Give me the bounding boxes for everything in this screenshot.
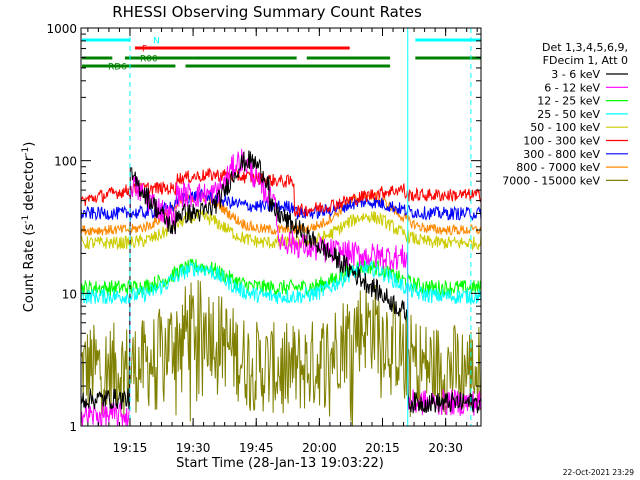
flag-label-2: R00 xyxy=(140,55,158,65)
y-axis: 1 10 100 1000 xyxy=(46,22,481,434)
y-label-part1: Count Rate (s xyxy=(22,224,37,313)
flag-label-4: RD6 xyxy=(108,63,127,73)
series-line-6 xyxy=(81,188,481,222)
x-axis: 19:15 19:30 19:45 20:00 20:15 20:30 xyxy=(87,28,478,455)
legend-label-1: 6 - 12 keV xyxy=(544,81,600,94)
chart-title: RHESSI Observing Summary Count Rates xyxy=(112,3,422,21)
series-layer xyxy=(81,149,481,426)
legend: Det 1,3,4,5,6,9, FDecim 1, Att 0 3 - 6 k… xyxy=(502,41,628,187)
series-line-7 xyxy=(81,189,481,237)
y-label-part2: detector xyxy=(22,155,37,215)
y-tick-label-2: 100 xyxy=(54,155,77,169)
legend-label-0: 3 - 6 keV xyxy=(551,68,600,81)
x-tick-label-3: 20:00 xyxy=(302,441,337,455)
y-label-part3: ) xyxy=(22,142,37,147)
y-tick-label-1: 10 xyxy=(62,287,77,301)
series-line-5 xyxy=(81,167,481,217)
x-tick-label-4: 20:15 xyxy=(365,441,400,455)
legend-label-4: 50 - 100 keV xyxy=(530,121,600,134)
legend-label-6: 300 - 800 keV xyxy=(523,148,600,161)
y-label-sup1: -1 xyxy=(21,215,31,224)
y-tick-label-3: 1000 xyxy=(46,22,77,36)
x-tick-label-5: 20:30 xyxy=(428,441,463,455)
legend-header-2: FDecim 1, Att 0 xyxy=(543,54,628,67)
eclipse-lines xyxy=(129,28,472,426)
legend-header-1: Det 1,3,4,5,6,9, xyxy=(542,41,628,54)
timestamp: 22-Oct-2021 23:29 xyxy=(563,468,634,477)
x-tick-label-1: 19:30 xyxy=(176,441,211,455)
legend-label-8: 7000 - 15000 keV xyxy=(502,174,600,187)
legend-label-3: 25 - 50 keV xyxy=(537,108,600,121)
x-axis-label: Start Time (28-Jan-13 19:03:22) xyxy=(176,456,384,471)
legend-label-2: 12 - 25 keV xyxy=(537,95,600,108)
series-line-4 xyxy=(81,209,481,251)
y-tick-label-0: 1 xyxy=(69,420,77,434)
y-axis-label: Count Rate (s-1 detector-1) xyxy=(21,142,37,313)
legend-label-5: 100 - 300 keV xyxy=(523,135,600,148)
plot-frame xyxy=(80,27,482,427)
legend-label-7: 800 - 7000 keV xyxy=(516,161,600,174)
y-label-sup2: -1 xyxy=(21,147,31,156)
flag-label-1: F xyxy=(142,45,147,55)
series-line-8 xyxy=(81,279,481,426)
flag-label-0: N xyxy=(153,37,160,47)
x-tick-label-0: 19:15 xyxy=(113,441,148,455)
series-line-3 xyxy=(81,260,481,306)
x-tick-label-2: 19:45 xyxy=(239,441,274,455)
series-line-2 xyxy=(81,258,481,296)
series-line-0 xyxy=(81,150,481,414)
